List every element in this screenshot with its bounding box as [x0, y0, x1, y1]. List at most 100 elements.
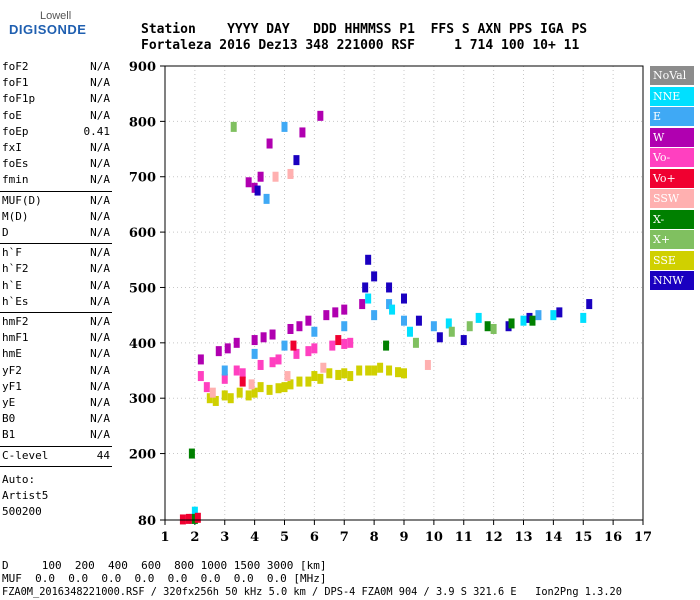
param-value: N/A	[90, 76, 110, 90]
x-tick-label: 17	[634, 530, 652, 545]
x-tick-label: 9	[399, 530, 408, 545]
distance-line: D 100 200 400 600 800 1000 1500 3000 [km…	[2, 559, 327, 572]
y-tick-label: 700	[129, 171, 156, 186]
param-label: hmF1	[2, 331, 29, 345]
echo-point	[185, 513, 192, 524]
plot-frame	[164, 65, 644, 521]
echo-point	[245, 177, 252, 188]
param-row-hes: h`Es N/A	[2, 295, 110, 309]
echo-point	[245, 390, 252, 401]
echo-point	[371, 365, 378, 376]
echo-point	[586, 299, 593, 310]
echo-point	[215, 346, 222, 357]
param-row-fof1: foF1 N/A	[2, 76, 110, 90]
echo-point	[254, 185, 261, 196]
echo-point	[284, 371, 291, 382]
x-tick-label: 11	[455, 530, 473, 545]
echo-point	[323, 310, 330, 321]
echo-point	[296, 321, 303, 332]
param-label: hmE	[2, 347, 22, 361]
logo-lowell-text: Lowell	[40, 10, 72, 22]
header-values: Fortaleza 2016 Dez13 348 221000 RSF 1 71…	[141, 38, 580, 53]
param-row-foe: foE N/A	[2, 109, 110, 123]
legend-item-nne: NNE	[650, 86, 694, 106]
echo-point	[401, 368, 407, 379]
echo-point	[311, 371, 318, 382]
echo-point	[239, 376, 246, 387]
echo-point	[281, 382, 288, 393]
echo-point	[179, 514, 186, 525]
param-value: N/A	[90, 315, 110, 328]
param-label: hmF2	[2, 315, 29, 328]
echo-point	[406, 326, 413, 337]
auto-line: Artist5	[2, 489, 49, 502]
echo-point	[251, 348, 258, 359]
echo-point	[430, 321, 437, 332]
echo-point	[293, 348, 300, 359]
param-label: h`Es	[2, 294, 29, 308]
echo-point	[371, 271, 378, 282]
param-label: MUF(D)	[2, 193, 42, 207]
x-tick-label: 16	[604, 530, 622, 545]
muf-line: MUF 0.0 0.0 0.0 0.0 0.0 0.0 0.0 0.0 [MHz…	[2, 572, 327, 585]
x-tick-label: 12	[485, 530, 503, 545]
legend-item-e: E	[650, 107, 694, 126]
legend-item-noval: NoVal	[650, 66, 694, 85]
legend-item-vo: Vo+	[650, 168, 694, 188]
param-row-hf: h`F N/A	[2, 246, 110, 260]
echo-point	[356, 365, 363, 376]
param-label: B1	[2, 428, 16, 442]
echo-point	[490, 323, 497, 334]
param-row-ye: yE N/A	[2, 396, 110, 410]
param-label: B0	[2, 412, 16, 426]
echo-point	[386, 365, 393, 376]
param-value: N/A	[90, 428, 110, 442]
param-value: N/A	[90, 141, 110, 154]
echo-point	[362, 282, 369, 293]
echo-point	[383, 340, 390, 351]
param-value: N/A	[90, 157, 110, 171]
param-label: fxI	[2, 141, 22, 154]
echo-point	[224, 343, 231, 354]
param-row-fxi: fxI N/A	[2, 141, 110, 155]
logo-digisonde-text: DIGISONDE	[9, 22, 87, 37]
echo-point	[236, 387, 243, 398]
echo-point	[445, 318, 452, 329]
echo-point	[239, 368, 246, 379]
auto-line: 500200	[2, 505, 42, 519]
echo-point	[257, 382, 264, 393]
param-value: N/A	[90, 108, 110, 122]
header-labels: Station YYYY DAY DDD HHMMSS P1 FFS S AXN…	[141, 22, 588, 37]
file-info-line: FZA0M_2016348221000.RSF / 320fx256h 50 k…	[2, 586, 622, 598]
param-row-hmf2: hmF2 N/A	[2, 315, 110, 329]
param-value: N/A	[90, 173, 110, 187]
param-value: N/A	[90, 193, 110, 207]
echo-point	[377, 362, 384, 373]
echo-point	[401, 315, 407, 326]
echo-point	[341, 304, 348, 315]
param-value: N/A	[90, 379, 110, 393]
echo-point	[436, 332, 443, 343]
param-row-b1: B1 N/A	[2, 428, 110, 442]
echo-point	[365, 293, 372, 304]
echo-point	[248, 379, 255, 390]
echo-point	[221, 390, 228, 401]
param-value: 44	[96, 448, 110, 462]
echo-point	[335, 369, 342, 380]
x-tick-label: 10	[425, 530, 443, 545]
x-tick-label: 3	[220, 530, 229, 545]
echo-point	[550, 310, 557, 321]
param-label: D	[2, 226, 9, 239]
x-tick-label: 1	[160, 530, 169, 545]
echo-point	[257, 359, 264, 370]
echo-point	[266, 384, 273, 395]
echo-point	[209, 387, 216, 398]
echo-point	[233, 337, 240, 348]
legend-item-vo: Vo-	[650, 148, 694, 167]
param-value: N/A	[90, 412, 110, 426]
echo-point	[535, 310, 542, 321]
echo-point	[529, 315, 536, 326]
param-value: N/A	[90, 278, 110, 292]
param-label: yE	[2, 396, 16, 409]
echo-point	[448, 326, 455, 337]
